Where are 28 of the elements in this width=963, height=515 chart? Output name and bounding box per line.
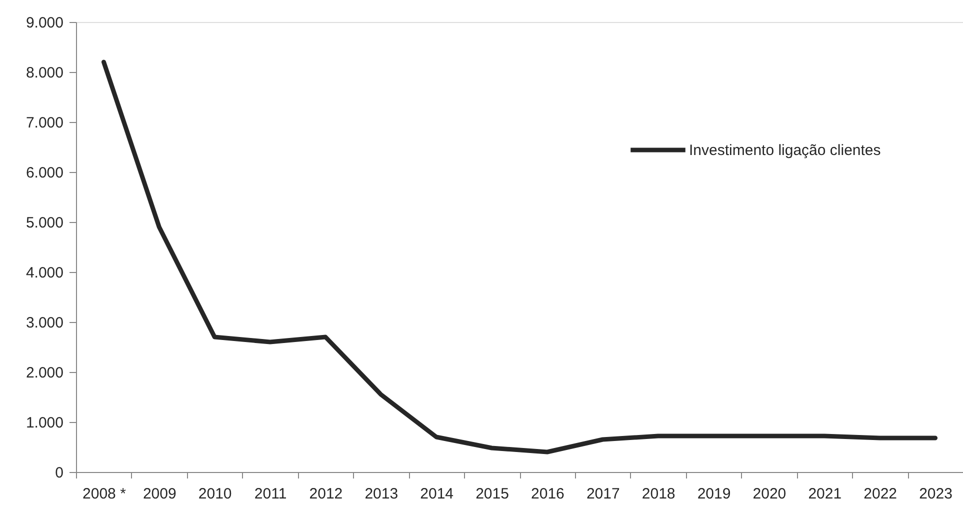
x-tick-label: 2012 [309, 486, 343, 502]
y-tick-label: 8.000 [26, 64, 64, 82]
legend-label: Investimento ligação clientes [689, 142, 881, 159]
x-tick-label: 2014 [420, 486, 454, 502]
x-tick-label: 2023 [919, 486, 952, 502]
y-tick-label: 6.000 [26, 164, 64, 182]
y-tick-label: 7.000 [26, 114, 64, 132]
x-tick-label: 2019 [697, 486, 731, 502]
y-tick-label: 2.000 [26, 364, 64, 382]
y-tick-label: 3.000 [26, 314, 64, 332]
x-tick-label: 2013 [364, 486, 398, 502]
x-tick-label: 2021 [808, 486, 842, 502]
x-tick-label: 2022 [864, 486, 898, 502]
x-tick-label: 2017 [586, 486, 620, 502]
x-tick-label: 2009 [142, 486, 176, 502]
x-tick-label: 2018 [642, 486, 676, 502]
y-tick-label: 1.000 [26, 414, 64, 432]
x-tick-label: 2010 [198, 486, 232, 502]
x-tick-label: 2008 * [82, 486, 126, 502]
x-tick-label: 2016 [531, 486, 564, 502]
x-tick-label: 2015 [476, 486, 509, 502]
y-tick-label: 4.000 [26, 264, 64, 282]
y-tick-label: 0 [55, 464, 64, 482]
line-series [101, 60, 938, 454]
x-tick-label: 2011 [254, 486, 287, 502]
x-tick-label: 2020 [752, 486, 786, 502]
y-tick-label: 9.000 [26, 14, 64, 32]
y-tick-label: 5.000 [26, 214, 64, 232]
